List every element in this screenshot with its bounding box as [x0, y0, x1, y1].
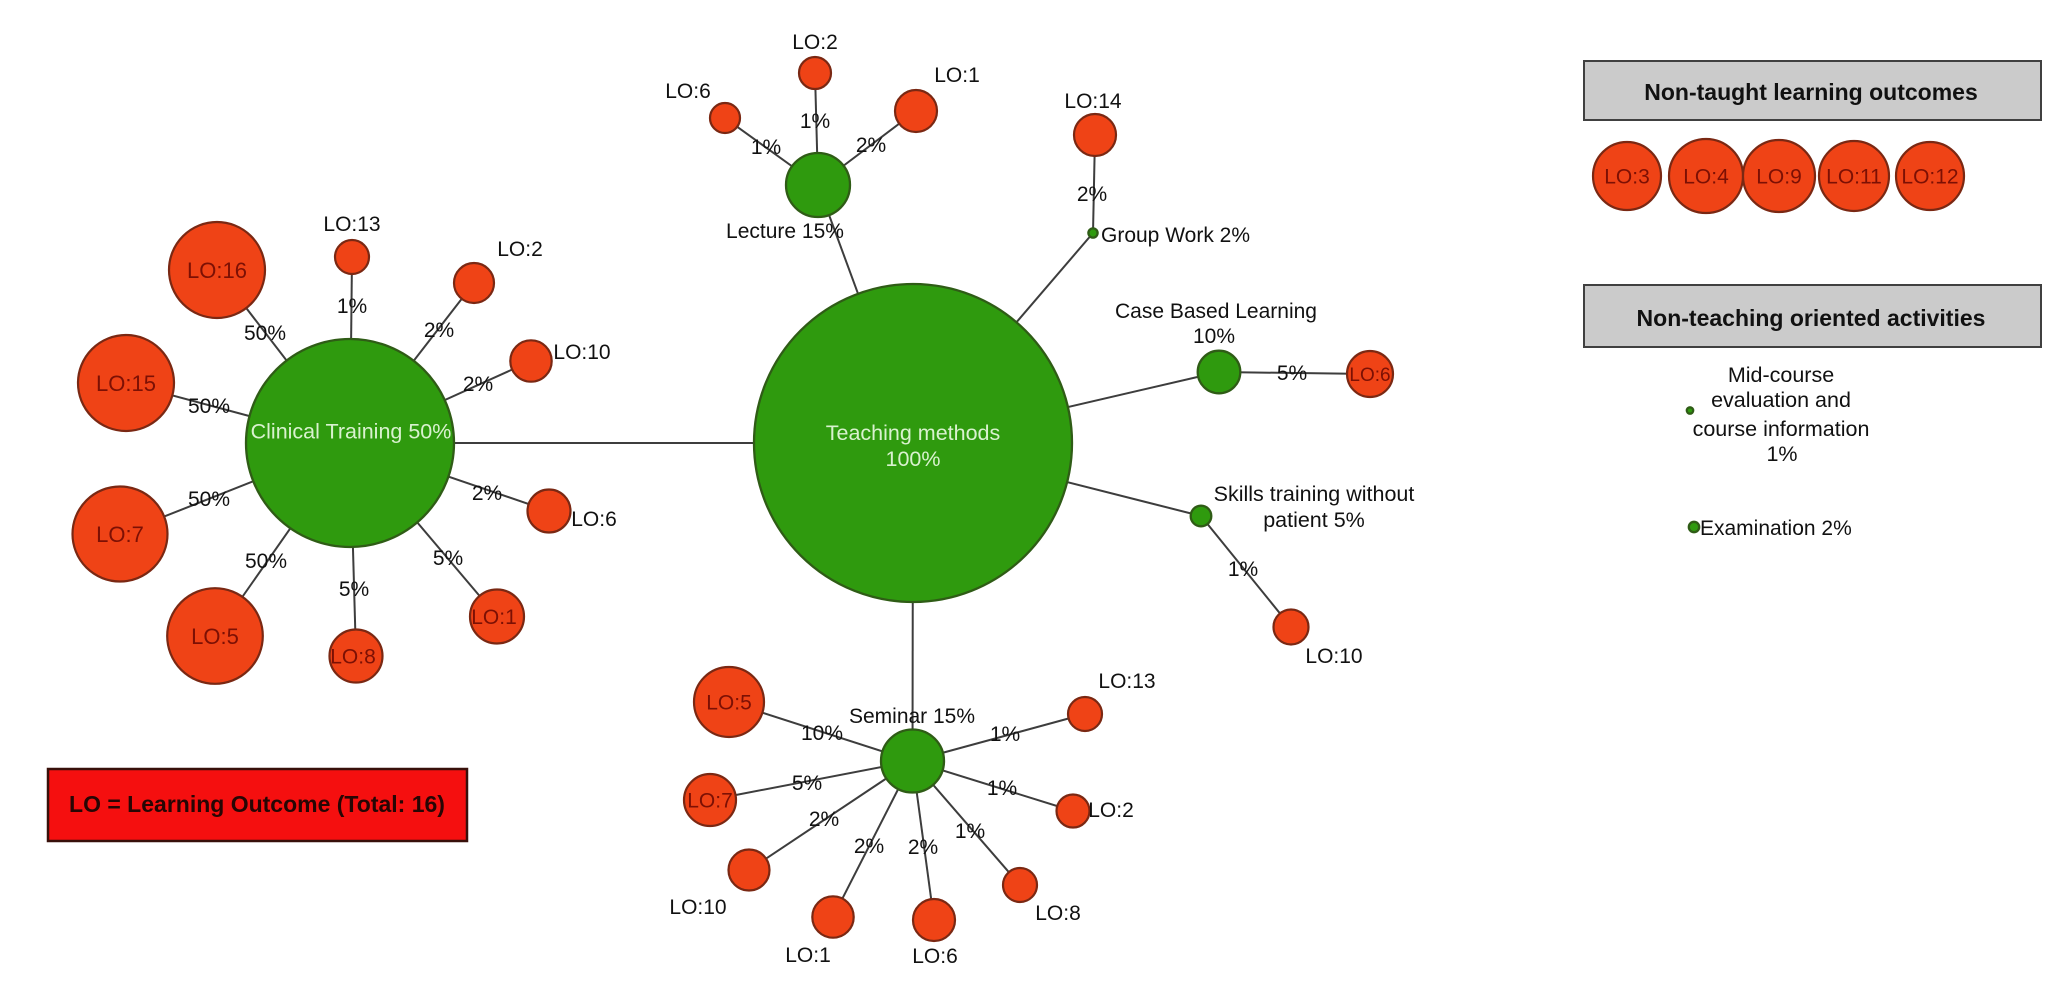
svg-text:LO:2: LO:2 [792, 31, 838, 54]
svg-text:1%: 1% [987, 777, 1017, 800]
svg-text:LO:12: LO:12 [1901, 166, 1958, 189]
svg-text:LO:7: LO:7 [96, 522, 144, 547]
svg-text:Clinical Training 50%: Clinical Training 50% [251, 420, 452, 444]
svg-text:Non-teaching oriented activiti: Non-teaching oriented activities [1637, 305, 1986, 331]
svg-text:LO:1: LO:1 [471, 606, 517, 629]
svg-text:1%: 1% [1228, 558, 1258, 581]
svg-text:LO:1: LO:1 [934, 64, 980, 87]
svg-text:1%: 1% [337, 295, 367, 318]
svg-text:LO:9: LO:9 [1756, 166, 1802, 189]
svg-text:LO:10: LO:10 [669, 896, 726, 919]
svg-text:LO:10: LO:10 [1305, 645, 1362, 668]
svg-text:course information: course information [1693, 417, 1870, 441]
svg-text:LO:16: LO:16 [187, 258, 247, 283]
svg-text:LO:7: LO:7 [687, 790, 733, 813]
svg-text:Group Work 2%: Group Work 2% [1101, 224, 1250, 247]
svg-text:10%: 10% [1193, 325, 1235, 348]
svg-text:10%: 10% [801, 722, 843, 745]
svg-text:2%: 2% [809, 808, 839, 831]
svg-text:1%: 1% [751, 136, 781, 159]
svg-text:LO:6: LO:6 [1349, 365, 1390, 386]
svg-text:50%: 50% [244, 322, 286, 345]
svg-text:Seminar 15%: Seminar 15% [849, 705, 975, 728]
svg-text:Case Based Learning: Case Based Learning [1115, 300, 1317, 323]
svg-text:LO:6: LO:6 [665, 80, 711, 103]
svg-text:Teaching methods: Teaching methods [826, 421, 1001, 445]
svg-text:LO:14: LO:14 [1064, 90, 1122, 113]
svg-text:1%: 1% [955, 820, 985, 843]
svg-text:5%: 5% [433, 547, 463, 570]
svg-text:2%: 2% [463, 373, 493, 396]
svg-text:Lecture 15%: Lecture 15% [726, 220, 844, 243]
svg-text:LO:13: LO:13 [1098, 670, 1155, 693]
svg-text:2%: 2% [856, 134, 886, 157]
svg-text:LO:8: LO:8 [1035, 902, 1081, 925]
svg-text:5%: 5% [1277, 362, 1307, 385]
svg-text:2%: 2% [854, 835, 884, 858]
svg-text:2%: 2% [472, 482, 502, 505]
svg-text:LO:3: LO:3 [1604, 166, 1650, 189]
svg-text:LO:6: LO:6 [571, 508, 617, 531]
svg-text:Examination 2%: Examination 2% [1700, 517, 1852, 540]
svg-text:LO:10: LO:10 [553, 341, 610, 364]
svg-text:5%: 5% [792, 772, 822, 795]
svg-text:5%: 5% [339, 578, 369, 601]
svg-text:LO:6: LO:6 [912, 945, 958, 968]
svg-text:patient 5%: patient 5% [1263, 508, 1365, 532]
svg-text:LO:2: LO:2 [497, 238, 543, 261]
svg-text:LO:8: LO:8 [330, 646, 376, 669]
svg-text:1%: 1% [1766, 442, 1797, 466]
svg-text:50%: 50% [188, 395, 230, 418]
svg-text:50%: 50% [188, 488, 230, 511]
svg-text:2%: 2% [1077, 183, 1107, 206]
svg-text:LO:2: LO:2 [1088, 799, 1134, 822]
svg-text:LO:1: LO:1 [785, 944, 831, 967]
svg-text:LO:5: LO:5 [706, 692, 752, 715]
svg-text:Skills training without: Skills training without [1214, 482, 1415, 506]
svg-text:LO = Learning Outcome (Total:: LO = Learning Outcome (Total: 16) [69, 791, 445, 817]
svg-text:50%: 50% [245, 550, 287, 573]
svg-text:2%: 2% [908, 836, 938, 859]
svg-text:100%: 100% [886, 447, 941, 471]
svg-text:Non-taught learning outcomes: Non-taught learning outcomes [1644, 79, 1978, 105]
svg-text:Mid-course: Mid-course [1728, 363, 1834, 387]
svg-text:LO:11: LO:11 [1826, 166, 1882, 189]
svg-text:1%: 1% [800, 110, 830, 133]
svg-text:LO:15: LO:15 [96, 371, 156, 396]
svg-text:LO:13: LO:13 [323, 213, 380, 236]
svg-text:LO:5: LO:5 [191, 624, 239, 649]
svg-text:evaluation and: evaluation and [1711, 388, 1851, 412]
svg-text:1%: 1% [990, 723, 1020, 746]
svg-text:LO:4: LO:4 [1683, 166, 1729, 189]
svg-text:2%: 2% [424, 319, 454, 342]
